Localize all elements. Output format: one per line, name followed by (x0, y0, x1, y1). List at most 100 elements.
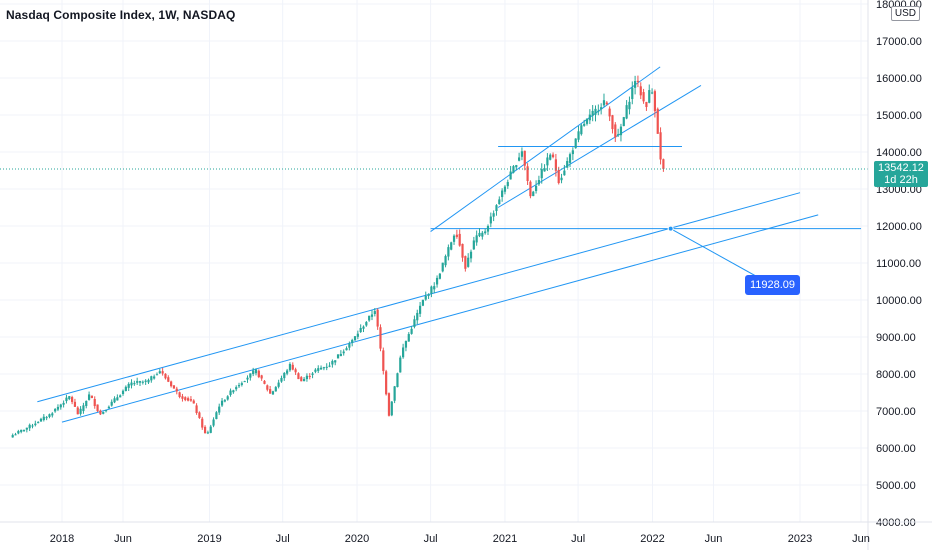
candle-body (444, 256, 447, 266)
candle-body (215, 412, 218, 420)
candle-body (410, 328, 413, 334)
candle-body (223, 400, 226, 402)
bar-countdown: 1d 22h (884, 174, 918, 186)
candle-body (283, 372, 286, 379)
candle-body (382, 350, 385, 371)
candle-body (467, 257, 470, 267)
candle-body (489, 216, 492, 224)
candle-body (577, 131, 580, 140)
candle-body (107, 406, 110, 409)
price-tick-label: 11000.00 (876, 258, 921, 270)
candle-body (56, 406, 60, 410)
currency-label[interactable]: USD (890, 6, 920, 21)
candle-body (509, 171, 512, 180)
candle-body (45, 417, 48, 419)
candle-body (266, 385, 269, 390)
candle-body (254, 369, 258, 374)
price-tick-label: 13000.00 (876, 184, 922, 196)
price-tick-label: 12000.00 (876, 221, 922, 233)
candle-body (461, 243, 464, 258)
candle-body (622, 117, 625, 127)
time-tick-label: Jun (114, 533, 132, 545)
candle-body (605, 102, 608, 105)
candle-body (93, 398, 96, 407)
candle-body (170, 381, 173, 387)
candle-body (260, 375, 263, 379)
candle-body (455, 234, 458, 237)
candle-body (144, 380, 147, 382)
candle-body (294, 369, 297, 373)
candle-body (314, 369, 317, 372)
candle-body (277, 382, 280, 387)
candle-body (110, 401, 113, 406)
candle-body (31, 425, 34, 427)
candle-body (271, 391, 275, 395)
price-tick-label: 10000.00 (876, 295, 922, 307)
candle-body (62, 402, 65, 405)
candle-body (619, 126, 623, 136)
candle-body (37, 422, 40, 424)
candle-body (608, 108, 611, 117)
price-tick-label: 7000.00 (876, 406, 916, 418)
candle-body (571, 150, 574, 155)
candle-body (503, 186, 507, 192)
candle-body (427, 294, 430, 296)
candle-body (71, 397, 74, 402)
price-tick-label: 15000.00 (876, 110, 922, 122)
candle-body (59, 404, 62, 408)
candle-body (189, 399, 193, 401)
price-tick-label: 14000.00 (876, 147, 922, 159)
price-tick-label: 18000.00 (876, 0, 922, 11)
candle-body (492, 213, 495, 217)
candle-body (557, 170, 560, 184)
candle-body (662, 159, 665, 169)
candle-body (402, 347, 405, 358)
price-axis: 4000.00 5000.00 6000.00 7000.00 8000.00 9000.… (867, 0, 922, 550)
candle-body (376, 309, 379, 327)
candle-body (48, 414, 51, 417)
candle-body (141, 381, 144, 383)
candle-body (560, 177, 563, 181)
candle-body (212, 419, 215, 426)
candle-body (438, 273, 441, 279)
candle-body (153, 376, 156, 379)
candle-body (226, 396, 229, 400)
candle-body (302, 378, 306, 382)
candle-body (334, 360, 337, 363)
candle-body (317, 368, 320, 371)
candle-body (65, 397, 68, 402)
candle-body (385, 371, 388, 395)
candle-body (263, 380, 266, 384)
grid (0, 0, 868, 523)
candle-body (416, 312, 419, 321)
candle-body (308, 375, 311, 377)
time-tick-label: 2020 (345, 533, 369, 545)
candle-body (130, 382, 133, 386)
candle-body (305, 375, 309, 380)
annotation-label[interactable]: 11928.09 (745, 275, 800, 295)
candle-body (172, 385, 176, 389)
candle-body (634, 81, 637, 88)
callout-anchor (667, 225, 674, 232)
chart-title: Nasdaq Composite Index, 1W, NASDAQ (6, 8, 236, 22)
candle-body (20, 429, 23, 432)
candle-body (600, 107, 603, 110)
candle-body (51, 413, 54, 416)
candle-body (257, 370, 260, 378)
time-tick-label: Jun (705, 533, 723, 545)
candle-body (249, 373, 252, 378)
candle-body (164, 373, 167, 379)
candle-body (54, 409, 57, 412)
candle-body (568, 154, 572, 163)
candle-body (574, 138, 577, 149)
candle-body (184, 397, 187, 401)
candle-body (195, 405, 198, 413)
candle-body (22, 429, 26, 431)
candle-body (648, 90, 651, 103)
candle-body (237, 385, 241, 387)
candle-body (116, 397, 119, 401)
candle-body (506, 182, 509, 187)
candle-body (469, 251, 473, 259)
candle-body (549, 154, 552, 160)
